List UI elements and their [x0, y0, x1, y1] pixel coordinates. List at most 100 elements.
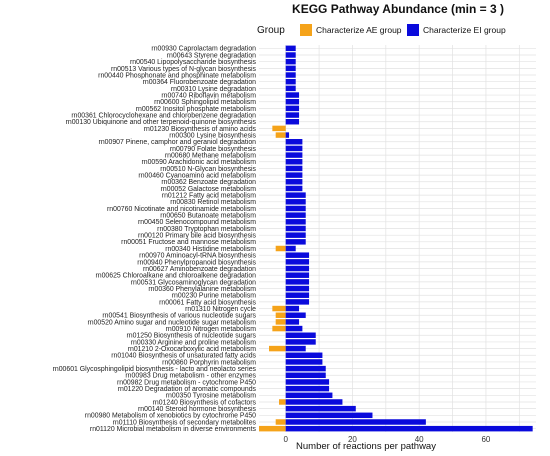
- bar-ei-45: [285, 345, 306, 352]
- category-label: rn01212 Fatty acid metabolism: [162, 193, 256, 200]
- bar-ei-48: [285, 365, 326, 372]
- bar-ae-12: [272, 125, 286, 132]
- category-label: rn00130 Ubiquinone and other terpenoid-q…: [66, 119, 257, 126]
- bar-ei-25: [285, 212, 306, 218]
- bar-ei-11: [285, 118, 300, 125]
- category-label: rn01230 Biosynthesis of amino acids: [144, 126, 257, 133]
- bar-ae-41: [275, 319, 286, 325]
- bar-ei-8: [285, 98, 300, 105]
- bars: [259, 45, 533, 432]
- bar-ei-29: [285, 239, 306, 245]
- bar-ei-21: [285, 185, 303, 192]
- category-label: rn00051 Fructose and mannose metabolism: [121, 239, 256, 246]
- bar-ei-36: [285, 285, 310, 292]
- bar-ae-53: [279, 399, 286, 405]
- bar-ei-57: [285, 425, 533, 432]
- category-label: rn00362 Benzoate degradation: [161, 179, 256, 186]
- bar-ei-0: [285, 45, 296, 52]
- category-label: rn00330 Arginine and proline metabolism: [131, 339, 257, 346]
- bar-ei-15: [285, 145, 303, 152]
- category-label: rn00340 Histidine metabolism: [165, 246, 256, 253]
- category-label: rn01120 Microbial metabolism in diverse …: [90, 426, 257, 433]
- x-tick-label: 20: [348, 435, 357, 444]
- bar-ei-34: [285, 272, 310, 278]
- bar-ei-13: [285, 132, 290, 138]
- category-label: rn00907 Pinene, camphor and geraniol deg…: [99, 139, 257, 146]
- bar-ei-26: [285, 219, 306, 225]
- bar-ei-38: [285, 299, 310, 305]
- x-tick-label: 60: [481, 435, 490, 444]
- bar-ae-42: [272, 325, 286, 332]
- bar-ei-27: [285, 225, 306, 232]
- category-label: rn00910 Nitrogen metabolism: [166, 326, 257, 333]
- legend-label-ae: Characterize AE group: [316, 25, 402, 35]
- bar-ei-51: [285, 385, 330, 392]
- category-label: rn00440 Phosphonate and phosphinate meta…: [98, 72, 256, 79]
- bar-ae-39: [272, 305, 286, 312]
- bar-ei-3: [285, 65, 296, 72]
- bar-ae-57: [259, 425, 286, 432]
- bar-ei-2: [285, 58, 296, 65]
- category-label: rn00350 Tyrosine metabolism: [166, 393, 257, 400]
- bar-ei-6: [285, 85, 296, 92]
- category-label: rn00860 Porphyrin metabolism: [162, 359, 256, 366]
- bar-ei-22: [285, 192, 306, 198]
- category-label: rn00300 Lysine biosynthesis: [169, 132, 256, 139]
- category-label: rn00230 Purine metabolism: [172, 293, 257, 300]
- bar-ei-24: [285, 205, 306, 212]
- category-label: rn00601 Glycosphingolipid biosynthesis -…: [53, 366, 257, 373]
- bar-ei-17: [285, 159, 303, 165]
- bar-ei-54: [285, 405, 356, 412]
- category-label: rn00541 Biosynthesis of various nucleoti…: [102, 313, 256, 320]
- category-label: rn00625 Chloroalkane and chloroalkene de…: [95, 273, 256, 280]
- category-label: rn00460 Cyanoamino acid metabolism: [138, 173, 256, 180]
- category-label: rn00982 Drug metabolism - cytochrome P45…: [117, 379, 256, 386]
- bar-ei-28: [285, 232, 306, 238]
- category-label: rn00360 Phenylalanine metabolism: [148, 286, 256, 293]
- bar-ae-56: [275, 419, 286, 425]
- bar-ae-30: [275, 245, 286, 252]
- bar-ei-7: [285, 92, 300, 98]
- bar-ae-13: [275, 132, 286, 138]
- category-label: rn00643 Styrene degradation: [167, 52, 256, 59]
- category-label: rn00830 Retinol metabolism: [170, 199, 256, 206]
- category-label: rn00310 Lysine degradation: [171, 86, 256, 93]
- bar-ei-23: [285, 199, 306, 205]
- bar-ei-35: [285, 279, 310, 285]
- bar-ei-39: [285, 305, 300, 312]
- bar-ei-43: [285, 332, 316, 338]
- category-label: rn01250 Biosynthesis of nucleotide sugar…: [127, 333, 257, 340]
- bar-ae-40: [275, 312, 286, 318]
- bar-ei-9: [285, 105, 300, 112]
- category-label: rn00513 Various types of N-glycan biosyn…: [111, 66, 257, 73]
- bar-ei-37: [285, 292, 310, 298]
- category-label: rn00540 Lipopolysaccharide biosynthesis: [130, 59, 257, 66]
- category-label: rn00120 Primary bile acid biosynthesis: [138, 233, 257, 240]
- bar-ei-47: [285, 359, 323, 365]
- legend: Group Characterize AE group Characterize…: [257, 24, 506, 36]
- bar-ei-10: [285, 112, 300, 118]
- x-tick-label: 0: [283, 435, 288, 444]
- bar-ei-56: [285, 419, 426, 425]
- category-label: rn00983 Drug metabolism - other enzymes: [125, 373, 256, 380]
- legend-title: Group: [257, 25, 285, 36]
- category-label: rn00531 Glycosaminoglycan degradation: [131, 279, 256, 286]
- bar-ei-30: [285, 245, 296, 252]
- legend-label-ei: Characterize EI group: [423, 25, 506, 35]
- bar-ei-32: [285, 259, 310, 265]
- category-label: rn00680 Methane metabolism: [165, 152, 256, 159]
- category-label: rn00940 Phenylpropanoid biosynthesis: [137, 259, 256, 266]
- bar-ei-53: [285, 399, 343, 405]
- bar-ei-20: [285, 179, 303, 185]
- category-label: rn00510 N-Glycan biosynthesis: [160, 166, 256, 173]
- bar-ei-14: [285, 139, 303, 145]
- bar-ei-19: [285, 172, 303, 178]
- category-label: rn00980 Metabolism of xenobiotics by cyt…: [85, 413, 256, 420]
- chart-title: KEGG Pathway Abundance (min = 3 ): [292, 2, 504, 16]
- bar-ei-52: [285, 392, 333, 399]
- category-label: rn01240 Biosynthesis of cofactors: [153, 399, 257, 406]
- category-label: rn00520 Amino sugar and nucleotide sugar…: [87, 319, 256, 326]
